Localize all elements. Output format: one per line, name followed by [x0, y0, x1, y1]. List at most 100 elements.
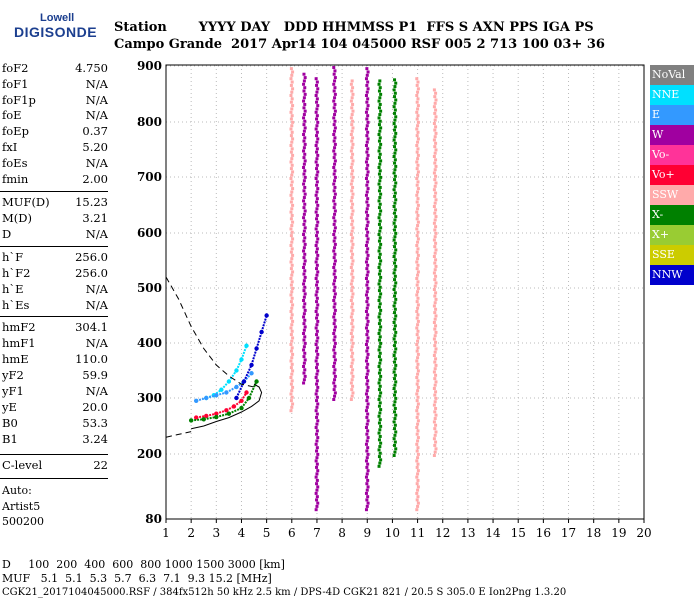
trace-point: [416, 114, 420, 118]
trace-point: [289, 150, 293, 154]
trace-point: [302, 378, 306, 382]
legend-item: Vo+: [650, 165, 694, 185]
trace-point: [416, 107, 420, 111]
trace-point: [351, 368, 355, 372]
trace-point: [290, 379, 294, 383]
trace-point: [433, 284, 437, 288]
trace-point: [333, 269, 337, 273]
x-tick-label: 18: [586, 526, 601, 540]
trace-point: [377, 233, 381, 236]
trace-point: [289, 134, 293, 138]
param-row: fxI 5.20: [2, 140, 108, 154]
trace-point: [302, 116, 306, 120]
y-tick-label: 600: [137, 226, 162, 240]
series-segment-nne: [240, 345, 248, 360]
trace-point: [303, 269, 307, 273]
trace-point: [289, 217, 293, 221]
param-row: B0 53.3: [2, 416, 108, 430]
trace-point: [433, 194, 437, 198]
trace-point: [416, 197, 420, 201]
trace-point: [290, 97, 294, 101]
trace-point: [351, 219, 355, 223]
trace-point: [291, 385, 295, 389]
trace-point: [350, 196, 354, 200]
trace-point: [432, 88, 436, 92]
trace-point: [302, 365, 306, 368]
trace-point: [332, 355, 336, 359]
trace-point: [416, 270, 420, 274]
trace-point: [364, 177, 368, 180]
trace-point: [365, 504, 369, 508]
trace-point: [302, 345, 306, 349]
trace-point: [302, 196, 306, 200]
trace-point: [351, 136, 355, 140]
trace-point: [393, 433, 397, 437]
trace-point: [290, 240, 294, 244]
trace-point: [302, 82, 306, 86]
trace-point: [303, 325, 307, 329]
trace-point: [351, 374, 355, 378]
trace-point: [290, 362, 294, 366]
trace-point: [302, 262, 306, 266]
trace-point: [377, 448, 381, 452]
trace-point: [377, 106, 381, 110]
trace-point: [392, 370, 396, 374]
trace-point: [315, 140, 319, 144]
trace-point: [378, 212, 382, 216]
trace-point: [378, 136, 382, 140]
trace-point: [314, 326, 318, 330]
series-segment-nnw: [243, 364, 253, 382]
trace-point: [289, 260, 293, 264]
trace-point: [315, 257, 319, 261]
trace-point: [364, 160, 368, 164]
trace-point: [316, 120, 320, 124]
trace-point: [290, 90, 294, 94]
series-segment-e: [195, 397, 207, 402]
trace-point: [303, 308, 307, 312]
legend-item: NoVal: [650, 65, 694, 85]
trace-point: [315, 150, 319, 154]
trace-point: [415, 83, 419, 87]
trace-point: [365, 183, 369, 187]
trace-point: [350, 262, 354, 266]
param-key: foEs: [2, 156, 28, 170]
trace-point: [378, 312, 382, 316]
trace-point: [365, 372, 369, 376]
trace-point: [290, 247, 294, 251]
trace-point: [314, 277, 318, 280]
trace-point: [434, 191, 438, 195]
trace-point: [351, 185, 355, 189]
trace-point: [416, 137, 420, 141]
trace-point: [392, 288, 396, 291]
trace-point: [364, 508, 368, 512]
trace-point: [291, 253, 295, 257]
trace-point: [333, 246, 337, 250]
trace-point: [433, 111, 437, 115]
trace-point: [377, 82, 381, 86]
trace-point: [289, 382, 293, 386]
trace-point: [434, 314, 438, 318]
trace-point: [416, 495, 420, 499]
trace-point: [394, 347, 398, 351]
trace-point: [379, 242, 383, 246]
trace-point: [350, 206, 354, 210]
trace-point: [392, 238, 396, 242]
y-tick-label: 500: [137, 281, 162, 295]
trace-point: [433, 184, 437, 188]
trace-point: [365, 456, 369, 460]
trace-point: [392, 155, 396, 158]
trace-point: [302, 229, 306, 233]
trace-point: [434, 174, 438, 178]
trace-point: [366, 452, 370, 456]
trace-point: [302, 123, 306, 127]
trace-point: [416, 439, 420, 443]
trace-point: [415, 110, 419, 114]
trace-point: [351, 275, 355, 279]
trace-point: [434, 198, 438, 202]
trace-point: [365, 200, 369, 204]
trace-point: [416, 405, 420, 409]
trace-point: [332, 139, 336, 143]
trace-point: [433, 383, 437, 387]
trace-point: [393, 373, 397, 377]
